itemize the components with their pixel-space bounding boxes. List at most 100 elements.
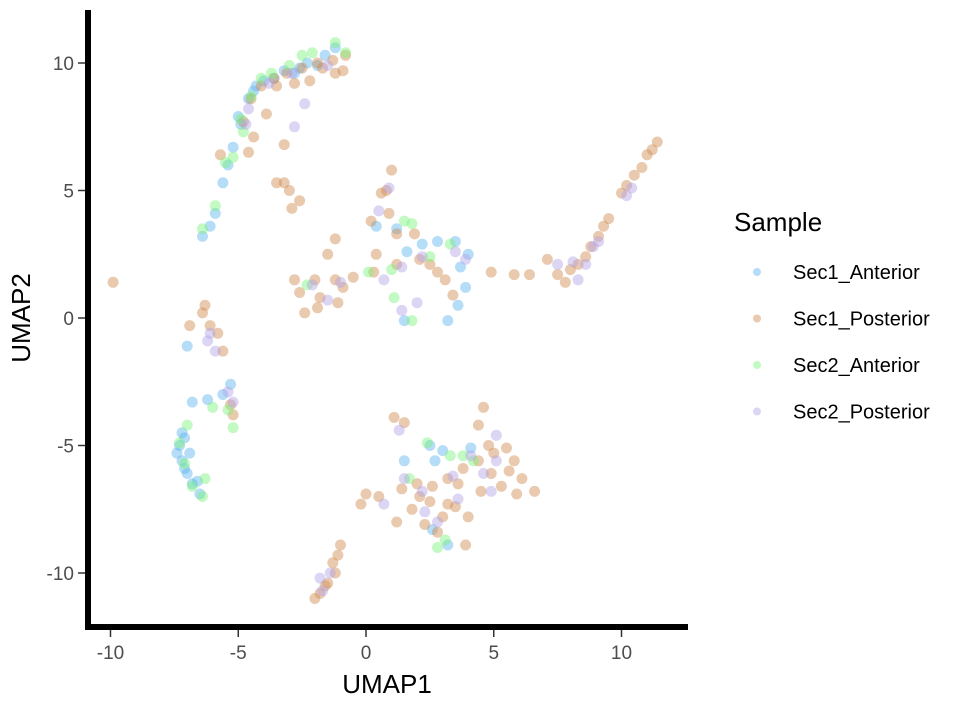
data-point	[363, 266, 375, 278]
data-point	[559, 276, 571, 288]
data-point	[426, 480, 438, 492]
data-point	[414, 253, 426, 265]
data-point	[312, 57, 323, 69]
data-point	[567, 256, 579, 268]
data-point	[289, 67, 300, 79]
data-point	[299, 98, 311, 110]
data-point	[296, 62, 308, 74]
data-point	[184, 447, 196, 459]
data-point	[294, 195, 306, 207]
data-point	[214, 149, 226, 161]
legend-key	[753, 314, 761, 323]
data-point	[478, 468, 489, 479]
data-point	[174, 440, 185, 451]
data-point	[424, 440, 436, 451]
data-point	[393, 424, 405, 436]
data-point	[176, 427, 188, 439]
data-point	[324, 567, 336, 579]
data-point	[403, 473, 415, 485]
data-point	[107, 276, 119, 288]
data-point	[181, 468, 193, 479]
data-point	[217, 177, 229, 189]
data-point	[380, 185, 392, 196]
data-point	[388, 292, 400, 304]
data-point	[245, 93, 257, 105]
data-point	[424, 251, 436, 263]
data-point	[452, 493, 464, 505]
data-point	[243, 146, 254, 158]
data-point	[373, 491, 385, 502]
x-axis-ticks: -10 -5 0 5 10	[97, 630, 632, 664]
data-point	[181, 340, 193, 352]
data-point	[227, 422, 239, 434]
legend: Sec1_Anterior Sec1_Posterior Sec2_Anterior…	[753, 262, 930, 424]
data-point	[294, 62, 306, 74]
data-point	[202, 335, 214, 347]
x-tick-label: -10	[97, 643, 124, 664]
data-point	[271, 177, 283, 189]
data-point	[197, 307, 208, 319]
data-point	[278, 65, 290, 77]
data-point	[179, 457, 191, 469]
data-point	[490, 455, 502, 467]
data-point	[444, 450, 456, 462]
data-point	[585, 241, 597, 253]
data-point	[516, 473, 528, 485]
data-point	[237, 116, 249, 128]
data-point	[286, 67, 298, 79]
data-point	[329, 233, 341, 245]
data-point	[306, 279, 318, 291]
data-point	[271, 80, 283, 92]
data-point	[227, 141, 239, 153]
data-point	[329, 42, 341, 54]
data-point	[181, 419, 193, 431]
data-point	[398, 315, 410, 327]
data-point	[314, 292, 326, 304]
data-point	[289, 274, 300, 286]
data-point	[628, 169, 640, 181]
data-point	[452, 299, 464, 311]
data-point	[455, 261, 466, 273]
data-point	[409, 228, 420, 240]
data-point	[432, 266, 443, 278]
legend-title: Sample	[734, 207, 822, 237]
data-point	[235, 118, 247, 130]
data-point	[391, 258, 403, 270]
data-point	[587, 241, 599, 253]
data-point	[278, 177, 290, 189]
y-axis-ticks: -10 -5 0 5 10	[47, 54, 85, 585]
data-point	[511, 488, 523, 500]
data-point	[332, 297, 344, 309]
data-point	[457, 450, 469, 462]
legend-label: Sec1_Posterior	[793, 309, 930, 331]
data-point	[391, 516, 403, 528]
data-point	[485, 468, 497, 479]
data-point	[268, 72, 280, 84]
data-point	[475, 485, 487, 497]
data-point	[467, 455, 479, 467]
data-point	[301, 279, 313, 291]
data-point	[442, 473, 454, 485]
data-point	[416, 251, 428, 263]
y-tick-label: 5	[63, 182, 74, 203]
data-point	[184, 320, 196, 332]
x-tick-label: 0	[361, 643, 372, 664]
data-point	[347, 271, 359, 283]
data-point	[281, 67, 293, 79]
data-point	[447, 289, 459, 301]
data-point	[401, 246, 413, 258]
data-point	[375, 187, 387, 199]
x-tick-label: 5	[488, 643, 499, 664]
data-point	[329, 67, 341, 79]
data-point	[301, 57, 313, 69]
data-point	[306, 47, 318, 59]
data-point	[186, 396, 198, 408]
data-point	[179, 463, 191, 474]
data-point	[222, 159, 234, 171]
data-point	[186, 480, 198, 492]
data-point	[442, 498, 454, 510]
data-point	[199, 299, 211, 311]
data-point	[319, 49, 331, 61]
data-point	[191, 475, 203, 487]
data-point	[286, 202, 298, 214]
